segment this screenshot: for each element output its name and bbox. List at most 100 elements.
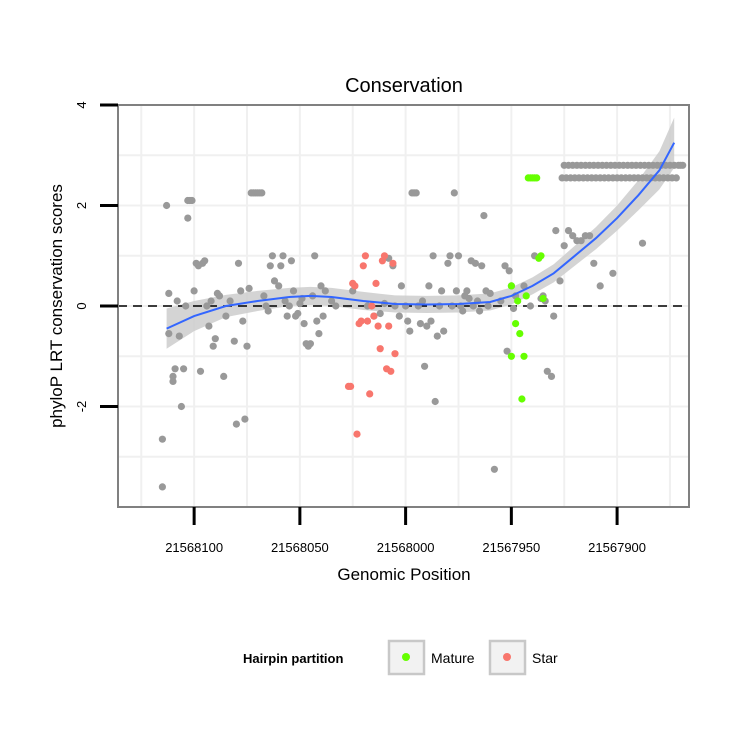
data-point bbox=[205, 322, 213, 330]
data-point bbox=[169, 377, 177, 385]
data-point bbox=[209, 342, 217, 350]
data-point bbox=[543, 367, 551, 375]
data-point bbox=[169, 372, 177, 380]
data-point bbox=[564, 227, 573, 235]
data-point bbox=[283, 312, 291, 320]
y-axis-label: phyloP LRT conservation scores bbox=[47, 184, 66, 428]
data-point bbox=[357, 317, 365, 325]
x-tick-label: 21567950 bbox=[482, 540, 540, 555]
data-point bbox=[285, 302, 293, 310]
data-point bbox=[270, 277, 279, 285]
data-point bbox=[526, 302, 535, 310]
data-point bbox=[366, 390, 374, 398]
data-point bbox=[215, 292, 224, 300]
data-point bbox=[459, 307, 467, 315]
data-point bbox=[211, 335, 219, 343]
data-point bbox=[480, 212, 488, 220]
x-tick-label: 21567900 bbox=[588, 540, 646, 555]
data-point bbox=[239, 317, 247, 325]
data-point bbox=[306, 340, 314, 348]
data-point bbox=[370, 312, 378, 320]
data-point bbox=[387, 367, 395, 375]
x-tick-label: 21568000 bbox=[377, 540, 435, 555]
data-point bbox=[171, 365, 179, 373]
data-point bbox=[232, 420, 240, 428]
data-point bbox=[501, 262, 509, 270]
data-point bbox=[243, 342, 251, 350]
data-point bbox=[163, 201, 171, 210]
data-point bbox=[406, 327, 414, 335]
data-point bbox=[275, 282, 283, 290]
data-point bbox=[416, 320, 424, 328]
data-point bbox=[507, 282, 515, 290]
data-point bbox=[596, 282, 604, 290]
data-point bbox=[376, 309, 384, 318]
data-point bbox=[522, 292, 530, 300]
data-point bbox=[180, 365, 188, 373]
data-point bbox=[596, 174, 604, 182]
data-point bbox=[423, 322, 431, 330]
data-point bbox=[184, 214, 192, 222]
data-point bbox=[268, 252, 276, 260]
data-point bbox=[679, 161, 687, 169]
data-point bbox=[586, 232, 594, 240]
series-star bbox=[344, 252, 399, 438]
data-point bbox=[511, 320, 520, 328]
data-point bbox=[258, 189, 266, 197]
data-point bbox=[507, 352, 515, 360]
data-point bbox=[514, 297, 522, 305]
legend-title: Hairpin partition bbox=[243, 651, 343, 666]
data-point bbox=[315, 330, 323, 338]
data-point bbox=[313, 317, 321, 325]
data-point bbox=[569, 232, 577, 240]
data-point bbox=[440, 327, 448, 335]
data-point bbox=[672, 174, 680, 182]
data-point bbox=[241, 415, 249, 423]
legend-marker-star bbox=[503, 653, 511, 661]
data-point bbox=[311, 252, 319, 260]
data-point bbox=[404, 317, 412, 325]
data-point bbox=[359, 262, 367, 270]
data-point bbox=[222, 312, 230, 320]
data-point bbox=[380, 252, 389, 260]
legend-label-mature: Mature bbox=[431, 650, 475, 666]
data-point bbox=[277, 262, 285, 270]
x-tick-label: 21568050 bbox=[271, 540, 329, 555]
data-point bbox=[361, 252, 369, 260]
data-point bbox=[533, 174, 541, 182]
data-point bbox=[577, 237, 585, 245]
data-point bbox=[539, 294, 547, 303]
data-point bbox=[165, 289, 173, 297]
data-point bbox=[332, 302, 340, 310]
smooth-line-path bbox=[166, 142, 676, 330]
data-point bbox=[547, 372, 556, 380]
data-point bbox=[520, 282, 528, 290]
data-point bbox=[431, 397, 439, 406]
data-point bbox=[188, 196, 196, 205]
data-point bbox=[412, 189, 420, 197]
x-axis: 21568100 21568050 21568000 21567950 21567900 bbox=[165, 507, 646, 555]
data-point bbox=[372, 279, 380, 287]
data-point bbox=[505, 267, 513, 275]
chart-title: Conservation bbox=[345, 75, 463, 97]
y-tick-label: 2 bbox=[74, 202, 89, 209]
data-point bbox=[260, 292, 268, 300]
data-point bbox=[452, 287, 460, 295]
data-point bbox=[391, 350, 399, 358]
data-point bbox=[196, 367, 205, 375]
data-point bbox=[503, 347, 511, 355]
data-point bbox=[158, 483, 166, 491]
data-point bbox=[450, 189, 458, 197]
data-point bbox=[429, 252, 437, 260]
data-point bbox=[421, 362, 429, 370]
data-point bbox=[469, 302, 477, 310]
data-point bbox=[173, 297, 181, 305]
data-point bbox=[376, 345, 384, 353]
legend: Hairpin partition Mature Star bbox=[243, 639, 558, 676]
data-point bbox=[279, 252, 287, 260]
data-point bbox=[237, 287, 245, 295]
data-point bbox=[609, 269, 617, 277]
data-point bbox=[266, 262, 274, 270]
data-point bbox=[486, 289, 494, 297]
